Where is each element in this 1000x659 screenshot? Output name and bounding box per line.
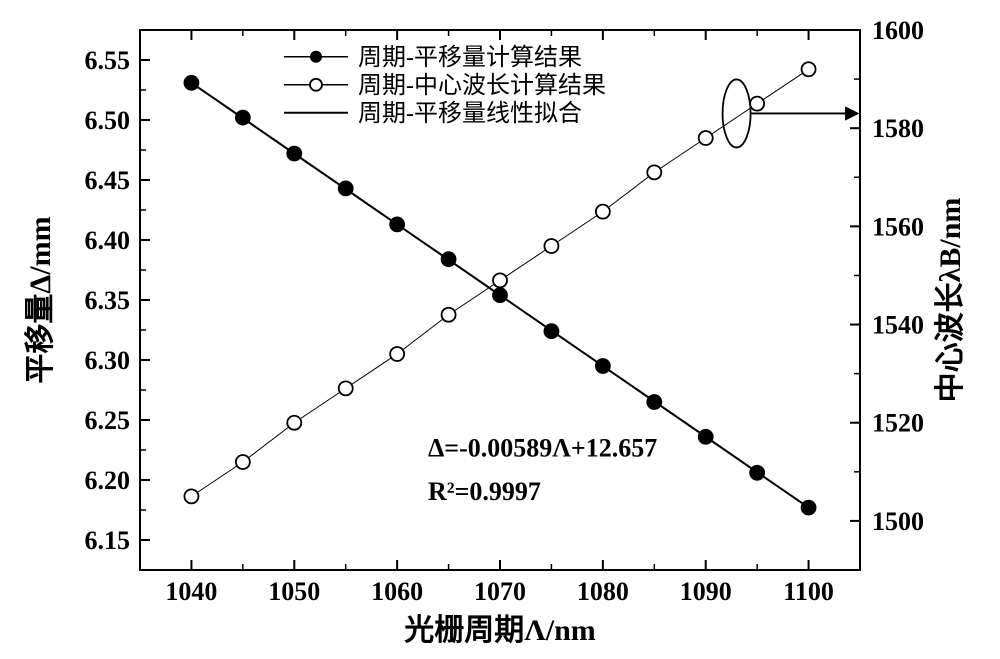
legend-label: 周期-平移量线性拟合 [358,100,582,127]
yright-tick-label: 1540 [872,311,924,340]
legend-swatch-marker [310,51,322,63]
series-marker-s1_filled [802,501,816,515]
yleft-tick-label: 6.40 [85,226,131,255]
yright-tick-label: 1560 [872,212,924,241]
x-tick-label: 1090 [680,577,732,606]
series-marker-s1_filled [647,395,661,409]
legend: 周期-平移量计算结果周期-中心波长计算结果周期-平移量线性拟合 [284,44,606,127]
yleft-tick-label: 6.50 [85,106,131,135]
series-marker-s2_open [287,416,301,430]
series-marker-s1_filled [287,147,301,161]
yleft-tick-label: 6.15 [85,526,131,555]
axis-indicator-ellipse [723,79,751,147]
x-axis-label: 光栅周期Λ/nm [404,614,596,647]
series-marker-s1_filled [596,359,610,373]
series-marker-s1_filled [339,181,353,195]
x-tick-label: 1080 [577,577,629,606]
series-marker-s2_open [236,455,250,469]
series-marker-s2_open [596,205,610,219]
series-marker-s2_open [493,273,507,287]
legend-swatch-marker [310,79,322,91]
yleft-tick-label: 6.55 [85,46,131,75]
x-tick-label: 1060 [371,577,423,606]
series-marker-s1_filled [493,288,507,302]
x-tick-label: 1100 [783,577,834,606]
yleft-axis-label: 平移量Δ/mm [24,216,57,383]
chart-svg: 1040 1050 1060 1070 1080 1090 1100 6.15 6.20 6.25… [0,0,1000,659]
yleft-tick-label: 6.25 [85,406,131,435]
yright-axis-label: 中心波长λB/nm [934,198,967,403]
yleft-tick-label: 6.30 [85,346,131,375]
annotation-text: R²=0.9997 [428,477,541,506]
series-marker-s1_filled [750,466,764,480]
yleft-tick-label: 6.35 [85,286,131,315]
yleft-tick-label: 6.20 [85,466,131,495]
series-marker-s2_open [699,131,713,145]
series-marker-s1_filled [442,252,456,266]
series-marker-s2_open [442,308,456,322]
x-tick-label: 1050 [268,577,320,606]
series-marker-s1_filled [390,217,404,231]
series-marker-s1_filled [544,324,558,338]
yleft-tick-label: 6.45 [85,166,131,195]
annotation-text: Δ=-0.00589Λ+12.657 [428,434,657,463]
figure-container: 1040 1050 1060 1070 1080 1090 1100 6.15 6.20 6.25… [0,0,1000,659]
x-tick-label: 1070 [474,577,526,606]
series-marker-s2_open [750,97,764,111]
x-tick-label: 1040 [165,577,217,606]
series-marker-s1_filled [699,430,713,444]
series-marker-s1_filled [184,76,198,90]
series-marker-s2_open [544,239,558,253]
yright-tick-label: 1580 [872,114,924,143]
series-marker-s2_open [647,165,661,179]
series-marker-s2_open [184,489,198,503]
yright-tick-label: 1500 [872,507,924,536]
legend-label: 周期-中心波长计算结果 [358,72,606,99]
series-marker-s1_filled [236,111,250,125]
legend-label: 周期-平移量计算结果 [358,44,582,71]
series-marker-s2_open [390,347,404,361]
yright-tick-label: 1520 [872,409,924,438]
yright-tick-label: 1600 [872,16,924,45]
series-marker-s2_open [339,381,353,395]
series-marker-s2_open [802,62,816,76]
